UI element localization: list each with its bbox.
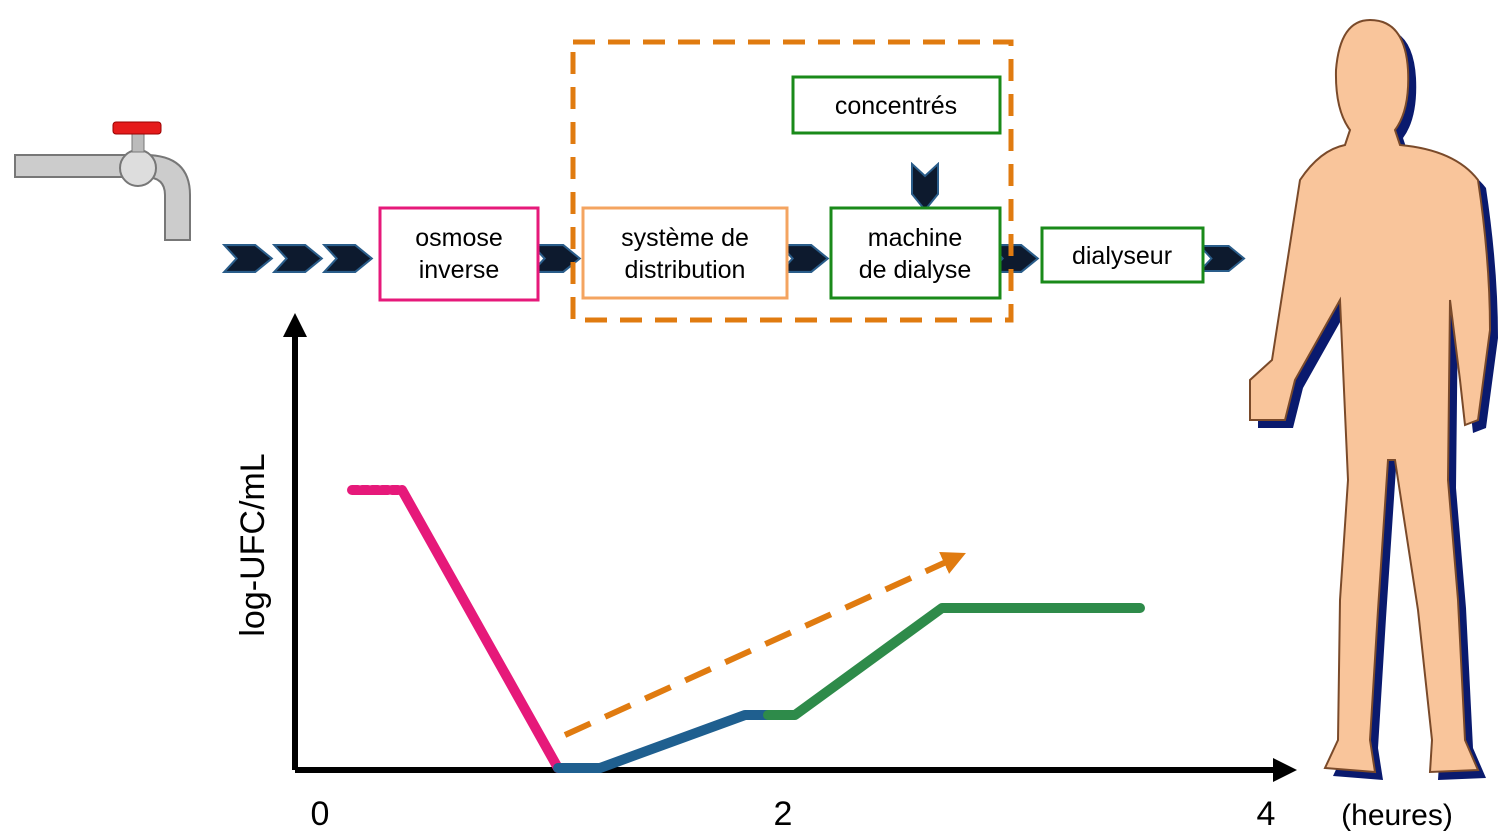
node-label: machine: [868, 224, 963, 252]
human-figure: [1250, 20, 1498, 780]
node-label: de dialyse: [859, 256, 972, 284]
node-label: concentrés: [835, 92, 957, 120]
faucet: [15, 122, 190, 240]
node-label: système de: [621, 224, 749, 252]
x-tick-label: 2: [774, 795, 793, 833]
node: machine de dialyse: [831, 208, 1000, 298]
node-label: inverse: [419, 256, 500, 284]
x-tick-label: 4: [1257, 795, 1276, 833]
node-label: osmose: [415, 224, 503, 252]
x-tick-label: 0: [311, 795, 330, 833]
node-label: dialyseur: [1072, 242, 1172, 270]
node-label: distribution: [625, 256, 746, 284]
node: système de distribution: [583, 208, 787, 298]
x-unit: (heures): [1341, 799, 1453, 832]
y-axis-label: log-UFC/mL: [234, 453, 272, 636]
node: dialyseur: [1042, 228, 1203, 282]
node: concentrés: [793, 77, 1000, 133]
diagram: osmose inverse système de distribution m…: [0, 0, 1509, 839]
curve: [352, 490, 1140, 768]
node: osmose inverse: [380, 208, 538, 300]
